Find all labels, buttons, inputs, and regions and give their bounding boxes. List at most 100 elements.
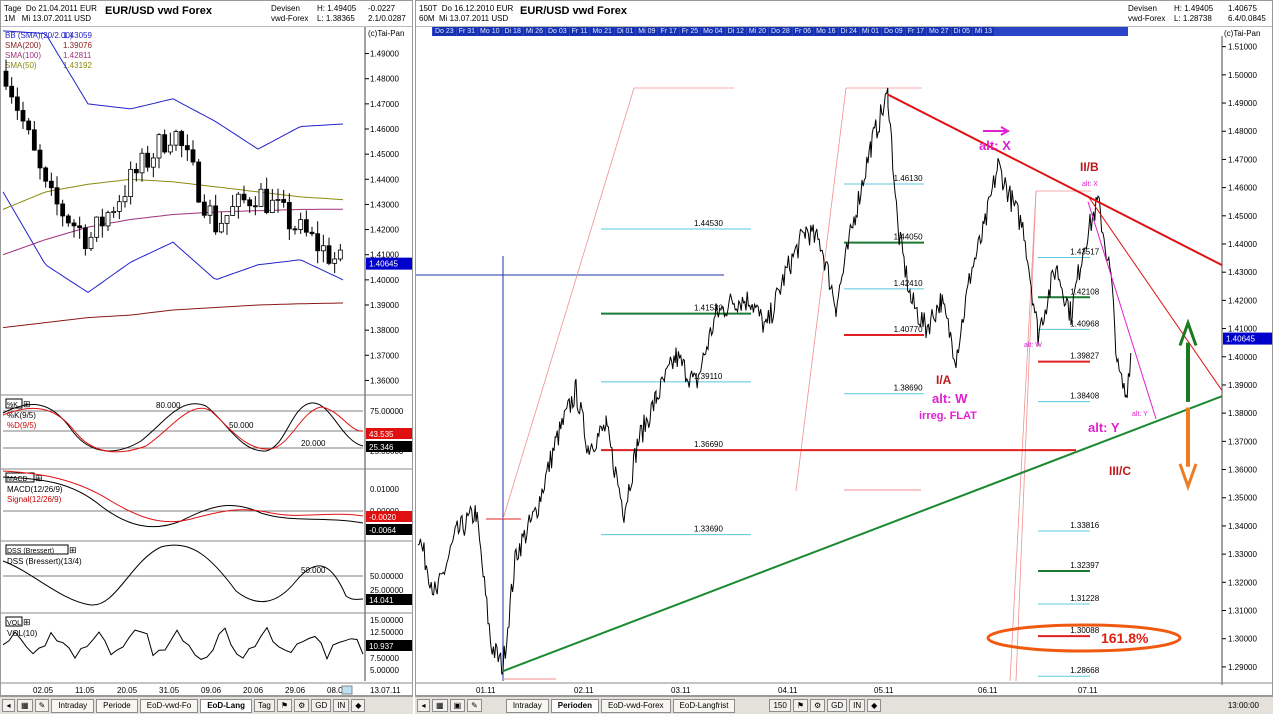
right-chart-pane[interactable]: 150T Do 16.12.2010 EUR 60M Mi 13.07.2011… bbox=[415, 0, 1273, 696]
sma100-line bbox=[2, 208, 343, 256]
draw-icon[interactable]: ✎ bbox=[467, 699, 482, 712]
settings-icon[interactable]: ⚙ bbox=[810, 699, 826, 712]
datebar-item[interactable]: Do 03 bbox=[545, 27, 569, 36]
candle-body bbox=[298, 219, 304, 230]
in-button[interactable]: IN bbox=[849, 699, 866, 712]
save-icon[interactable]: ▣ bbox=[449, 699, 466, 712]
datebar-item[interactable]: Fr 17 bbox=[905, 27, 927, 36]
candle-body bbox=[162, 134, 168, 153]
datebar-item[interactable]: Mo 27 bbox=[927, 27, 951, 36]
candle-body bbox=[315, 233, 321, 252]
alt-x-arrow-head bbox=[1000, 126, 1011, 136]
indicator-icon[interactable]: ◆ bbox=[351, 699, 366, 712]
datebar-item[interactable]: Mo 04 bbox=[701, 27, 725, 36]
x-last-label: 13.07.11 bbox=[370, 686, 401, 695]
legend-value: 1.43059 bbox=[63, 31, 92, 40]
candle-body bbox=[241, 193, 247, 201]
y-tick-label: 1.37000 bbox=[370, 351, 399, 360]
datebar-item[interactable]: Mo 10 bbox=[478, 27, 502, 36]
x-tick-label: 09.06 bbox=[201, 686, 222, 695]
datebar-item[interactable]: Di 12 bbox=[725, 27, 746, 36]
datebar-item[interactable]: Mo 16 bbox=[814, 27, 838, 36]
right-price-chart[interactable]: 1.51000 1.50000 1.49000 1.48000 1.47000 1.460… bbox=[416, 1, 1273, 696]
vol-label: VOL(10) bbox=[7, 629, 38, 638]
datebar-item[interactable]: Di 18 bbox=[502, 27, 523, 36]
datebar-item[interactable]: Mi 09 bbox=[636, 27, 658, 36]
flag-icon[interactable]: ⚑ bbox=[792, 699, 808, 712]
tab-intraday[interactable]: Intraday bbox=[505, 698, 549, 713]
fib-level-label: 1.42108 bbox=[1070, 287, 1099, 296]
indicator-icon[interactable]: ◆ bbox=[867, 699, 882, 712]
chart-title: EUR/USD vwd Forex bbox=[105, 5, 212, 17]
tab-perioden[interactable]: Perioden bbox=[550, 698, 599, 713]
candle-body bbox=[173, 131, 179, 146]
candle-body bbox=[230, 206, 236, 216]
macd-signal-label: Signal(12/26/9) bbox=[7, 495, 62, 504]
datebar-item[interactable]: Di 01 bbox=[614, 27, 636, 36]
date-navigation-bar[interactable]: Do 23 Fr 31 Mo 10 Di 18 Mi 26 Do 03 Fr 11 Mo 21… bbox=[432, 27, 1128, 36]
y-tick-label: 1.44000 bbox=[1228, 240, 1257, 249]
fib-level-label: 1.31228 bbox=[1070, 594, 1099, 603]
left-chart-pane[interactable]: Tage Do 21.04.2011 EUR 1M Mi 13.07.2011 … bbox=[0, 0, 413, 696]
fib-level-label: 1.36690 bbox=[694, 440, 723, 449]
datebar-item[interactable]: Do 09 bbox=[882, 27, 905, 36]
datebar-item[interactable]: Mo 21 bbox=[590, 27, 614, 36]
tab-eod-vwd-forex[interactable]: EoD-vwd-Forex bbox=[600, 698, 671, 713]
datebar-item[interactable]: Mi 01 bbox=[859, 27, 882, 36]
resistance-trendline bbox=[887, 93, 1223, 267]
candle-body bbox=[88, 236, 94, 249]
tab-eod-vwd[interactable]: EoD-vwd-Fo bbox=[139, 698, 199, 713]
period-select[interactable]: Tag bbox=[253, 699, 275, 712]
tab-intraday[interactable]: Intraday bbox=[51, 698, 95, 713]
datebar-item[interactable]: Fr 17 bbox=[658, 27, 679, 36]
grid-icon[interactable]: ▦ bbox=[17, 699, 33, 712]
dss-value-marker bbox=[366, 594, 412, 605]
period-label: Tage bbox=[4, 4, 22, 13]
tab-eod-lang[interactable]: EoD-Lang bbox=[200, 698, 252, 713]
candle-body bbox=[37, 149, 43, 169]
tab-eod-langfrist[interactable]: EoD-Langfrist bbox=[672, 698, 736, 713]
datebar-item[interactable]: Fr 25 bbox=[679, 27, 701, 36]
draw-icon[interactable]: ✎ bbox=[34, 699, 50, 712]
grid-icon[interactable]: ▦ bbox=[432, 699, 448, 712]
datebar-item[interactable]: Do 23 bbox=[433, 27, 456, 36]
datebar-item[interactable]: Mi 26 bbox=[523, 27, 545, 36]
y-tick-label: 1.43000 bbox=[370, 200, 399, 209]
left-price-chart[interactable]: BB (SMA)(20/2.00)1.43059 SMA(200) 1.39076 S… bbox=[1, 1, 413, 696]
datebar-item[interactable]: Mi 20 bbox=[746, 27, 769, 36]
x-tick-label: 11.05 bbox=[75, 686, 95, 695]
fib-level-label: 1.38690 bbox=[894, 384, 923, 393]
datebar-item[interactable]: Fr 11 bbox=[569, 27, 590, 36]
end-date: Mi 13.07.2011 bbox=[439, 14, 490, 23]
candle-body bbox=[48, 180, 54, 189]
fib-level-label: 1.28668 bbox=[1070, 666, 1099, 675]
expand-icon: ⊞ bbox=[69, 545, 77, 555]
stoch-20-label: 20.000 bbox=[301, 439, 326, 448]
period-label: 150T bbox=[419, 4, 438, 13]
stoch-d-marker bbox=[366, 441, 412, 452]
candle-body bbox=[201, 201, 207, 216]
datebar-item[interactable]: Mi 13 bbox=[972, 27, 994, 36]
tab-periode[interactable]: Periode bbox=[96, 698, 138, 713]
fib-fan-line bbox=[502, 87, 635, 520]
y-tick-label: 1.51000 bbox=[1228, 43, 1257, 52]
x-tick-label: 02.05 bbox=[33, 686, 54, 695]
in-button[interactable]: IN bbox=[333, 699, 350, 712]
candle-body bbox=[235, 193, 241, 207]
y-tick-label: 1.40000 bbox=[370, 276, 399, 285]
datebar-item[interactable]: Fr 06 bbox=[792, 27, 814, 36]
gd-button[interactable]: GD bbox=[311, 699, 332, 712]
datebar-item[interactable]: Do 28 bbox=[769, 27, 792, 36]
settings-icon[interactable]: ⚙ bbox=[294, 699, 310, 712]
scroll-left-icon[interactable]: ◂ bbox=[2, 699, 15, 712]
y-tick-label: 1.48000 bbox=[1228, 127, 1257, 136]
scroll-left-icon[interactable]: ◂ bbox=[417, 699, 430, 712]
change-value: 1.40675 bbox=[1228, 4, 1257, 13]
datebar-item[interactable]: Fr 31 bbox=[456, 27, 478, 36]
datebar-item[interactable]: Di 24 bbox=[838, 27, 859, 36]
flag-icon[interactable]: ⚑ bbox=[276, 699, 293, 712]
period-select[interactable]: 150 bbox=[769, 699, 791, 712]
fib-level-label: 1.44530 bbox=[694, 219, 723, 228]
gd-button[interactable]: GD bbox=[827, 699, 848, 712]
datebar-item[interactable]: Di 05 bbox=[951, 27, 972, 36]
